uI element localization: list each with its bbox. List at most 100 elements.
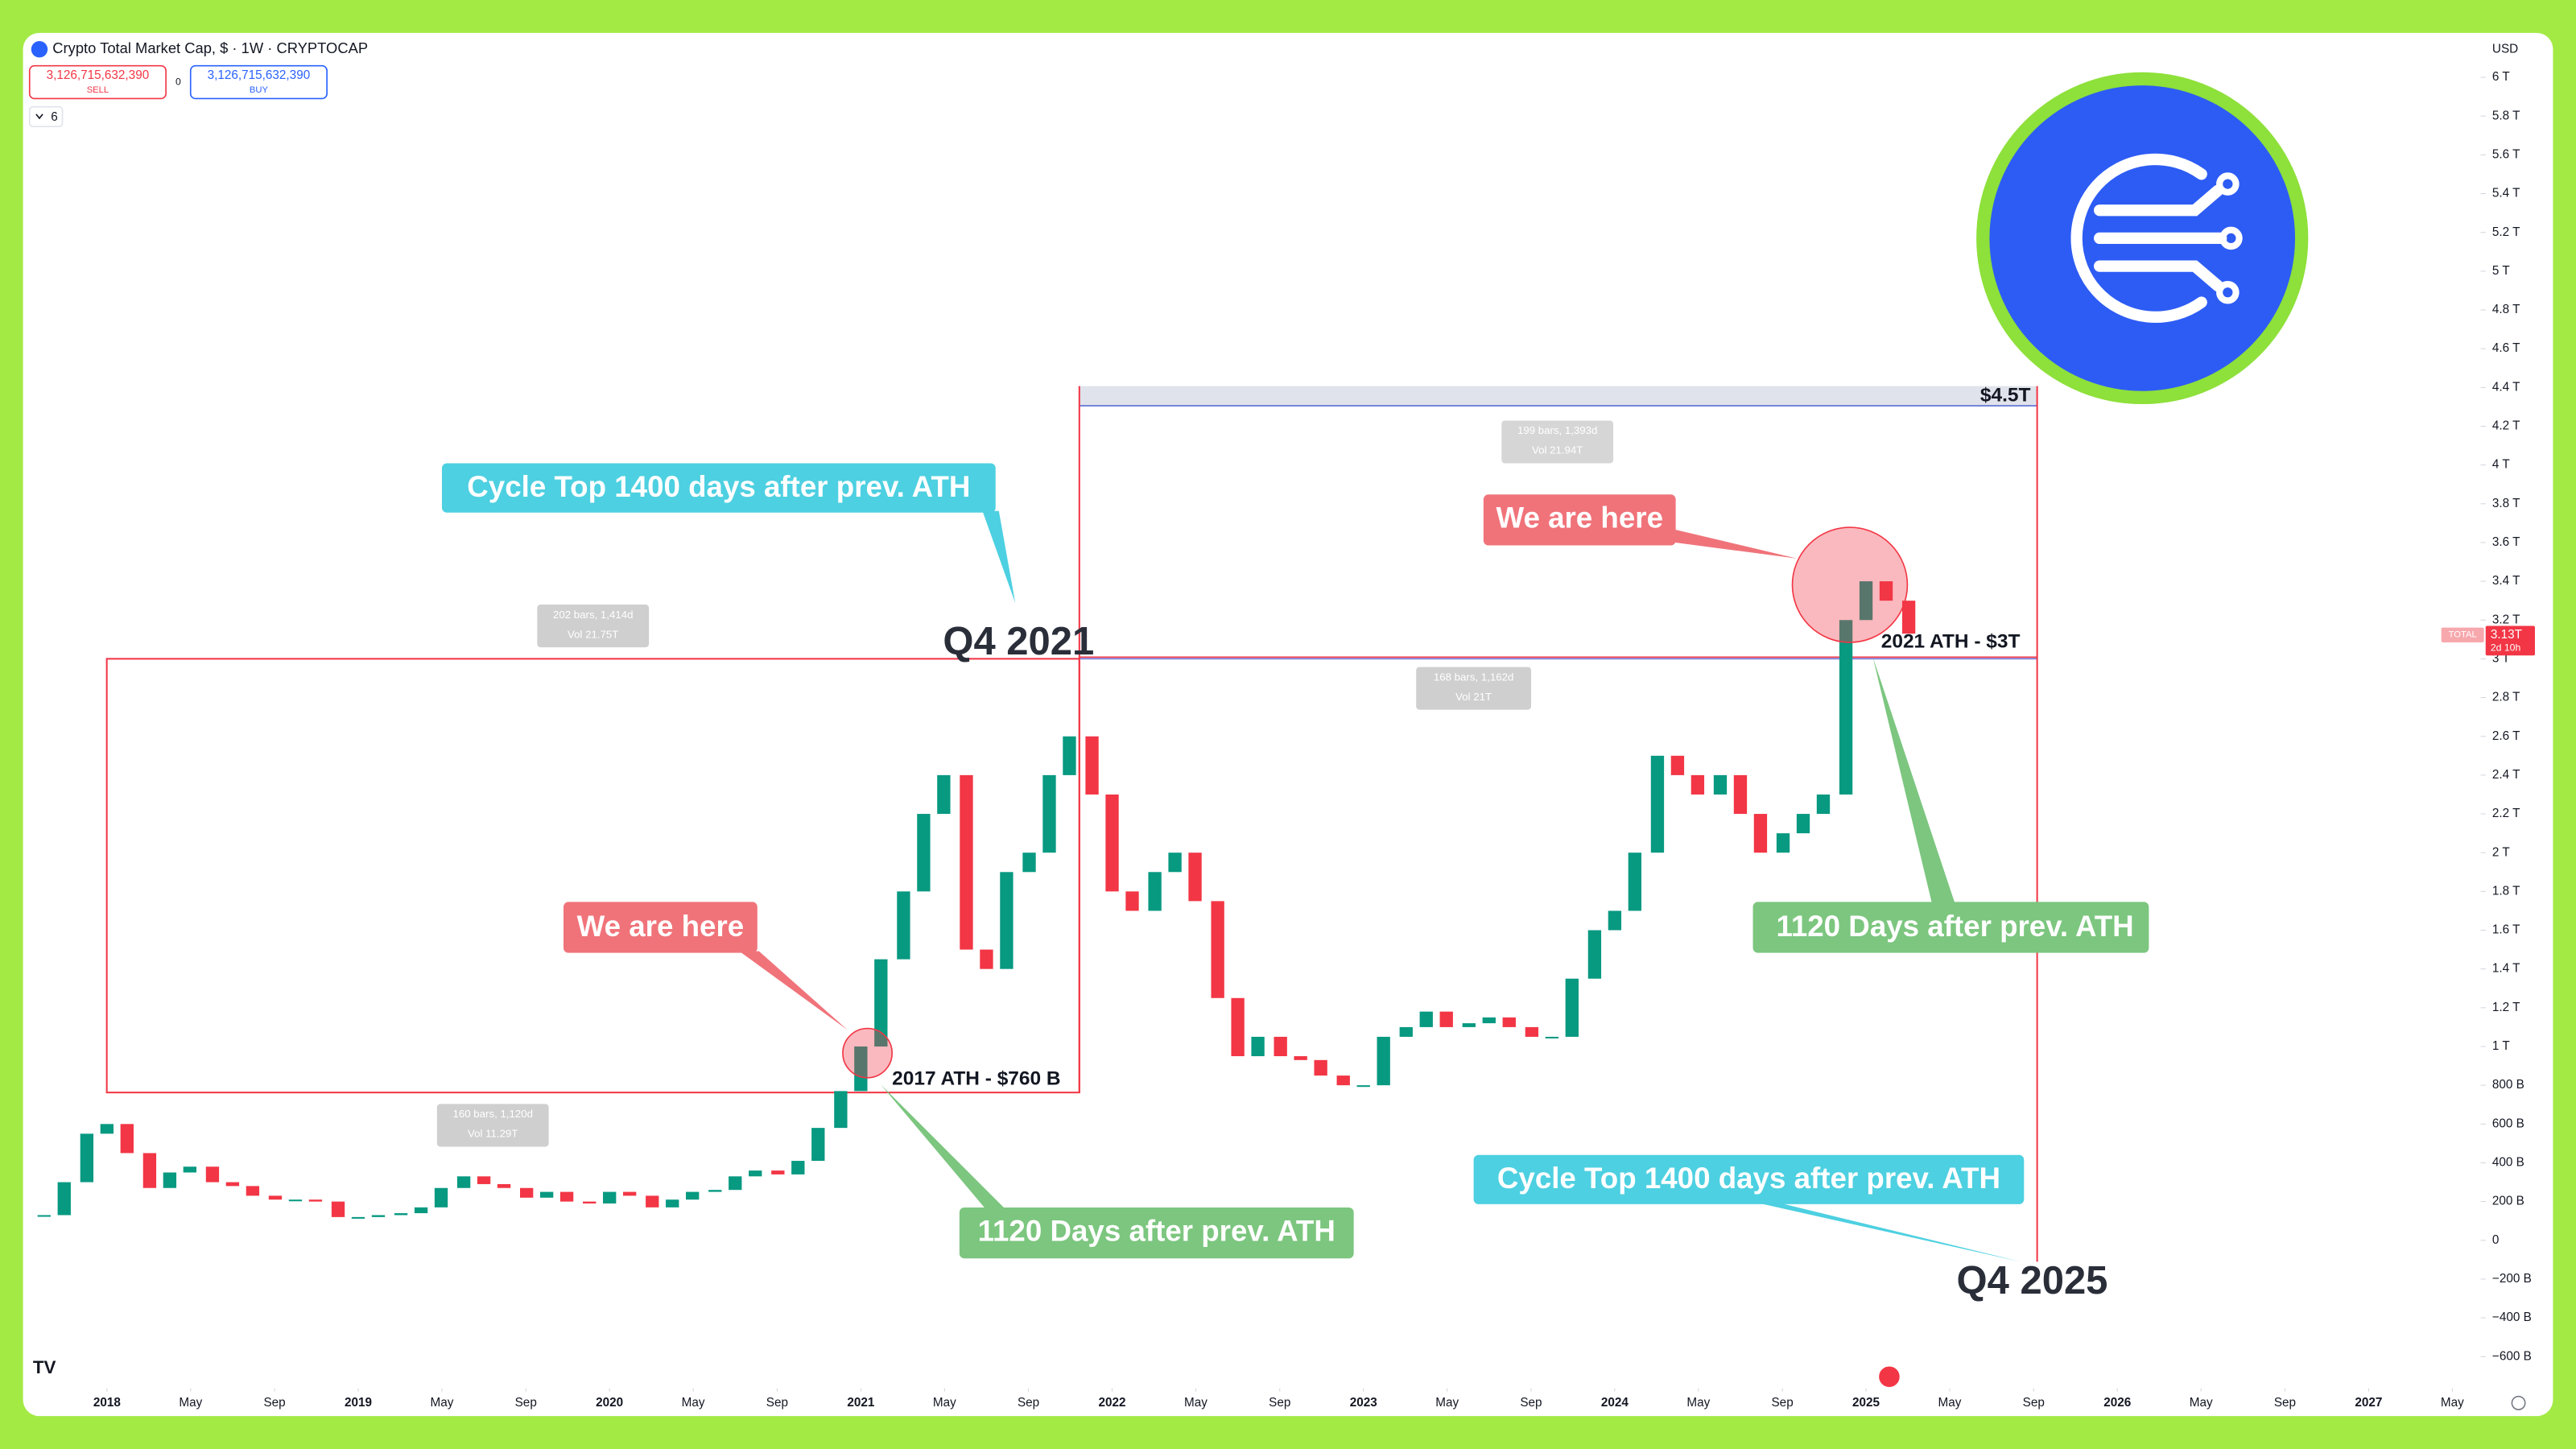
sell-button[interactable] [28, 64, 167, 100]
y-tick-label: 1.6 T [2492, 923, 2520, 937]
candle-body [811, 1128, 825, 1162]
x-tick-label: 2026 [2103, 1396, 2131, 1410]
measure-range: 160 bars, 1,120d [453, 1108, 533, 1120]
buy-button[interactable] [189, 64, 328, 100]
event-flag[interactable] [1876, 1364, 1902, 1390]
callout-text: We are here [577, 910, 745, 943]
x-tick-label: Sep [2274, 1396, 2296, 1410]
y-tick-label: 4.6 T [2492, 341, 2520, 355]
candle-body [960, 774, 973, 950]
y-tick-label: 800 B [2492, 1078, 2524, 1092]
candle-body [917, 814, 931, 892]
y-tick-label: 5 T [2492, 264, 2510, 278]
candle-body [603, 1191, 617, 1204]
currency[interactable]: USD [2492, 42, 2518, 56]
callout-cyan [441, 463, 996, 513]
y-tick-label: 2.2 T [2492, 807, 2520, 820]
measure-vol: Vol 21.94T [1532, 444, 1583, 456]
candle-body [1462, 1023, 1476, 1027]
x-tick-label: May [179, 1396, 202, 1410]
candle-body [1377, 1036, 1390, 1086]
candle-body [1105, 794, 1119, 892]
settings-icon[interactable] [2511, 1395, 2526, 1410]
callout-pointer [880, 1084, 1005, 1210]
candle-body [477, 1176, 491, 1184]
y-tick-label: −200 B [2492, 1272, 2532, 1286]
candle-body [225, 1182, 240, 1187]
y-tick-label: 2.4 T [2492, 768, 2520, 782]
candle-body [37, 1215, 51, 1217]
candle-body [1587, 930, 1602, 979]
candle-body [1356, 1085, 1370, 1088]
x-tick-label: May [682, 1396, 705, 1410]
y-tick-label: 3.2 T [2492, 613, 2520, 626]
candle-body [351, 1216, 365, 1219]
target-band [1079, 386, 2037, 407]
price-tag-symbol-text: TOTAL [2449, 630, 2477, 640]
candle-body [456, 1176, 471, 1188]
candle-body [1901, 601, 1916, 634]
y-tick-label: 3.6 T [2492, 535, 2520, 549]
candle-body [1859, 581, 1873, 621]
candle-body [414, 1207, 428, 1214]
candle-body [163, 1172, 177, 1188]
x-tick-label: 2023 [1350, 1396, 1377, 1410]
target-label: $4.5T [1980, 384, 2031, 406]
candle-body [729, 1176, 742, 1191]
candle-body [1419, 1011, 1433, 1027]
brand-logo-mark [2070, 153, 2243, 323]
candle-body [937, 774, 951, 815]
callout-green [1752, 902, 2149, 953]
candle-body [205, 1166, 220, 1183]
measure-vol: Vol 11.29T [468, 1128, 518, 1140]
candle-body [1879, 581, 1893, 601]
symbol-title[interactable]: Crypto Total Market Cap, $ · 1W · CRYPTO… [52, 39, 368, 56]
candle-body [268, 1195, 283, 1200]
candle-body [854, 1046, 868, 1092]
y-tick-label: 6 T [2492, 70, 2510, 84]
price-tag-symbol [2441, 627, 2484, 642]
candle-body [288, 1199, 303, 1202]
x-tick-label: 2019 [345, 1396, 372, 1410]
candle-body [1482, 1017, 1496, 1024]
price-tag-countdown: 2d 10h [2491, 642, 2521, 653]
candle-body [331, 1201, 345, 1217]
y-tick-label: 5.6 T [2492, 147, 2520, 161]
y-tick-label: 5.8 T [2492, 109, 2520, 122]
candle-body [1525, 1026, 1539, 1037]
candle-body [120, 1124, 134, 1154]
x-tick-label: 2027 [2355, 1396, 2382, 1410]
indicator-toggle[interactable] [28, 105, 64, 127]
y-tick-label: 200 B [2492, 1195, 2524, 1208]
callout-red [564, 902, 758, 953]
candle-body [791, 1161, 805, 1174]
x-tick-label: 2018 [93, 1396, 122, 1410]
x-tick-label: Sep [766, 1396, 788, 1410]
y-tick-label: 3.4 T [2492, 574, 2520, 588]
measure-vol: Vol 21T [1455, 691, 1492, 703]
candle-body [980, 949, 993, 969]
candle-body [1274, 1036, 1287, 1057]
y-tick-label: 4.8 T [2492, 303, 2520, 316]
callout-pointer [1741, 1199, 2021, 1262]
callout-green [959, 1208, 1354, 1259]
y-tick-label: 400 B [2492, 1156, 2524, 1170]
x-tick-label: May [1938, 1396, 1962, 1410]
candle-body [646, 1195, 659, 1208]
measure-range: 168 bars, 1,162d [1434, 671, 1513, 683]
y-tick-label: 2.6 T [2492, 729, 2520, 743]
callout-cyan [1473, 1154, 2025, 1204]
x-tick-label: Sep [1269, 1396, 1290, 1410]
measure-vol: Vol 21.75T [568, 628, 618, 640]
x-tick-label: May [1435, 1396, 1459, 1410]
candle-body [708, 1190, 722, 1192]
candle-body [1502, 1017, 1516, 1027]
y-tick-label: 1.8 T [2492, 884, 2520, 898]
callout-text: Cycle Top 1400 days after prev. ATH [467, 470, 970, 503]
measure-range: 199 bars, 1,393d [1517, 424, 1597, 436]
y-tick-label: 1.2 T [2492, 1001, 2520, 1014]
measure-box [537, 605, 650, 648]
candle-body [57, 1182, 71, 1216]
